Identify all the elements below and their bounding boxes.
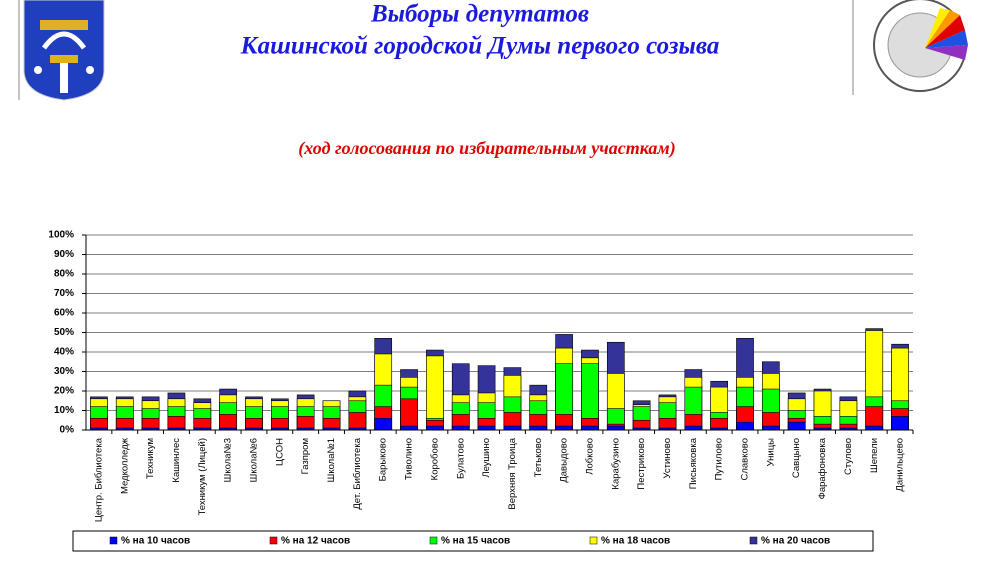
legend-label: % на 20 часов <box>761 536 830 547</box>
bar <box>477 425 496 431</box>
y-tick-label: 70% <box>54 288 74 299</box>
x-tick-label: Леушино <box>481 438 492 478</box>
x-tick-label: Школа№6 <box>249 438 260 482</box>
x-tick-label: Булатово <box>455 438 466 479</box>
bar <box>400 425 418 431</box>
x-tick-label: ЦСОН <box>274 438 285 466</box>
y-tick-label: 80% <box>54 269 74 280</box>
x-tick-label: Барыково <box>378 438 389 481</box>
y-tick-label: 50% <box>54 327 74 338</box>
x-tick-label: Славково <box>740 438 751 481</box>
x-tick-label: Дет. Библиотека <box>352 437 363 509</box>
x-tick-label: Савцыно <box>791 438 802 478</box>
legend-label: % на 15 часов <box>441 536 510 547</box>
bar <box>426 425 444 431</box>
bar <box>606 425 625 431</box>
x-tick-label: Коробово <box>429 438 440 480</box>
x-tick-label: Газпром <box>300 438 311 474</box>
right-emblem <box>852 0 968 95</box>
bar <box>865 425 884 431</box>
legend-label: % на 18 часов <box>601 536 670 547</box>
bar <box>348 412 367 431</box>
legend-swatch <box>109 536 118 545</box>
bar <box>374 417 393 431</box>
bar <box>581 425 599 431</box>
left-emblem <box>18 0 105 101</box>
bar <box>219 414 237 431</box>
title: Выборы депутатов <box>370 1 589 28</box>
legend-swatch <box>589 536 598 545</box>
title-line2: Кашинской городской Думы первого созыва <box>240 33 720 60</box>
bar <box>503 425 522 431</box>
x-tick-label: Школа№1 <box>326 438 337 482</box>
x-tick-label: Школа№3 <box>223 438 234 482</box>
bar <box>891 416 909 431</box>
x-tick-label: Техникум <box>145 438 156 479</box>
legend-swatch <box>429 536 438 545</box>
legend-label: % на 12 часов <box>281 536 350 547</box>
x-tick-label: Давыдово <box>559 438 570 483</box>
x-tick-label: Лобково <box>584 438 595 475</box>
x-tick-label: Кашинлес <box>171 438 182 483</box>
x-tick-label: Пестриково <box>636 438 647 490</box>
x-tick-label: Медколледж <box>119 437 130 494</box>
x-tick-label: Техникум (Лицей) <box>197 438 208 516</box>
x-tick-label: Верхняя Троица <box>507 437 518 509</box>
x-tick-label: Устиново <box>662 438 673 479</box>
x-tick-label: Письяковка <box>688 437 699 489</box>
y-tick-label: 0% <box>60 425 75 436</box>
bar <box>787 421 806 431</box>
legend-box <box>72 530 874 552</box>
y-tick-label: 90% <box>54 249 74 260</box>
y-tick-label: 10% <box>54 405 74 416</box>
x-tick-label: Центр. Библиотека <box>93 437 104 522</box>
bar <box>762 425 780 431</box>
legend-swatch <box>749 536 758 545</box>
bar <box>684 425 703 431</box>
x-tick-label: Фарафоновка <box>817 437 828 499</box>
x-tick-label: Уницы <box>765 438 776 467</box>
y-tick-label: 40% <box>54 347 74 358</box>
x-tick-label: Путилово <box>714 438 725 480</box>
subtitle: (ход голосования по избирательным участк… <box>298 138 675 159</box>
legend-label: % на 10 часов <box>121 536 190 547</box>
legend-swatch <box>269 536 278 545</box>
x-tick-label: Карабузино <box>610 438 621 490</box>
x-tick-label: Тетьково <box>533 438 544 477</box>
bar <box>736 421 754 431</box>
y-tick-label: 20% <box>54 386 74 397</box>
x-tick-label: Шепели <box>869 438 880 473</box>
bar <box>451 425 470 431</box>
x-tick-label: Данильцево <box>895 438 906 492</box>
bar <box>555 425 573 431</box>
x-tick-label: Тиволино <box>404 438 415 480</box>
x-tick-label: Стулово <box>843 438 854 475</box>
y-tick-label: 60% <box>54 308 74 319</box>
y-tick-label: 100% <box>48 230 74 241</box>
y-tick-label: 30% <box>54 366 74 377</box>
bar <box>529 425 548 431</box>
bar <box>400 398 418 431</box>
